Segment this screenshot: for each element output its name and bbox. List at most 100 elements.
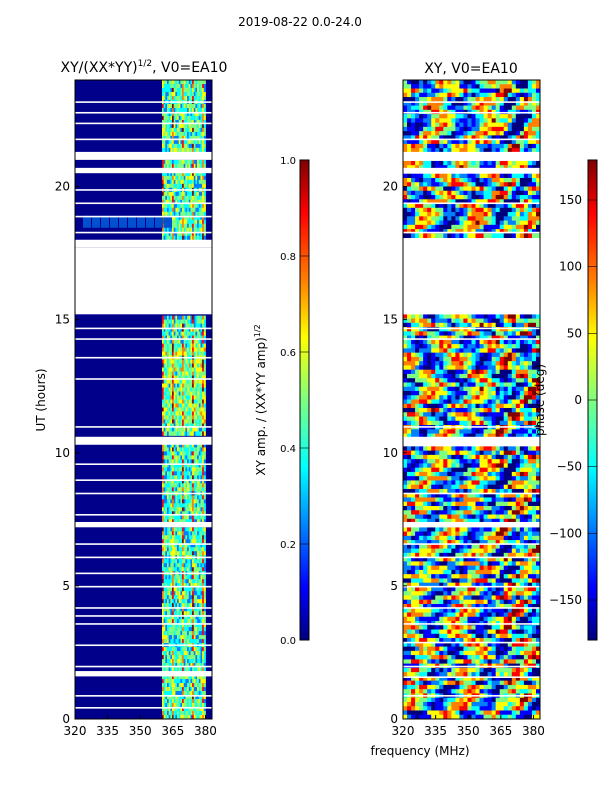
heatmap-cell	[459, 233, 464, 239]
heatmap-cell	[175, 583, 178, 588]
heatmap-cell	[185, 115, 188, 121]
heatmap-cell	[192, 111, 195, 117]
heatmap-cell	[183, 343, 186, 348]
heatmap-cell	[167, 107, 170, 113]
heatmap-cell	[511, 339, 517, 345]
heatmap-cell	[403, 135, 408, 141]
heatmap-cell	[197, 91, 200, 97]
heatmap-cell	[192, 535, 195, 540]
heatmap-cell	[203, 635, 206, 640]
heatmap-cell	[167, 335, 170, 340]
heatmap-cell	[459, 224, 464, 230]
heatmap-cell	[200, 703, 203, 708]
heatmap-cell	[183, 659, 186, 664]
heatmap-cell	[172, 567, 175, 572]
heatmap-cell	[419, 199, 424, 204]
heatmap-cell	[535, 173, 540, 179]
heatmap-cell	[168, 407, 171, 412]
heatmap-cell	[197, 339, 200, 344]
heatmap-cell	[197, 563, 200, 568]
heatmap-cell	[168, 335, 171, 340]
heatmap-cell	[200, 319, 203, 325]
heatmap-cell	[198, 123, 201, 129]
heatmap-cell	[192, 567, 195, 572]
heatmap-cell	[197, 575, 200, 580]
heatmap-cell	[459, 190, 464, 196]
heatmap-cell	[202, 539, 205, 544]
heatmap-cell	[443, 216, 448, 221]
heatmap-cell	[188, 483, 191, 488]
heatmap-cell	[200, 179, 203, 185]
heatmap-cell	[165, 235, 168, 241]
heatmap-cell	[407, 207, 412, 213]
heatmap-cell	[200, 91, 203, 97]
heatmap-cell	[167, 175, 170, 181]
heatmap-cell	[487, 314, 493, 319]
heatmap-cell	[507, 216, 513, 221]
heatmap-cell	[459, 199, 464, 204]
flag-line	[75, 615, 212, 617]
heatmap-cell	[177, 647, 180, 652]
heatmap-cell	[183, 219, 186, 225]
heatmap-cell	[431, 327, 436, 332]
heatmap-cell	[170, 623, 173, 628]
heatmap-cell	[503, 177, 509, 183]
heatmap-cell	[161, 595, 165, 600]
heatmap-cell	[427, 118, 432, 123]
heatmap-cell	[197, 163, 200, 169]
heatmap-cell	[491, 101, 497, 106]
heatmap-cell	[507, 126, 513, 132]
heatmap-cell	[455, 101, 460, 106]
heatmap-cell	[495, 331, 501, 336]
heatmap-cell	[523, 131, 529, 136]
heatmap-cell	[192, 707, 195, 712]
heatmap-cell	[495, 233, 501, 239]
heatmap-cell	[163, 143, 166, 149]
heatmap-cell	[499, 139, 505, 145]
heatmap-cell	[411, 177, 416, 183]
heatmap-cell	[173, 631, 176, 636]
heatmap-cell	[168, 679, 171, 684]
heatmap-cell	[168, 591, 171, 596]
heatmap-cell	[172, 635, 175, 640]
heatmap-cell	[423, 220, 428, 226]
heatmap-cell	[415, 339, 420, 345]
heatmap-cell	[197, 459, 200, 464]
heatmap-cell	[427, 344, 432, 349]
heatmap-cell	[195, 695, 198, 700]
heatmap-cell	[443, 224, 448, 230]
heatmap-cell	[187, 395, 190, 400]
heatmap-cell	[175, 335, 178, 340]
heatmap-cell	[172, 487, 175, 492]
heatmap-cell	[447, 212, 452, 217]
heatmap-cell	[535, 335, 540, 341]
heatmap-cell	[190, 423, 193, 428]
heatmap-cell	[471, 143, 476, 149]
heatmap-cell	[471, 331, 476, 336]
heatmap-cell	[415, 126, 420, 132]
heatmap-cell	[187, 479, 190, 484]
heatmap-cell	[195, 607, 198, 612]
heatmap-cell	[451, 118, 456, 123]
heatmap-cell	[531, 165, 537, 170]
heatmap-cell	[185, 695, 188, 700]
heatmap-cell	[172, 351, 175, 356]
heatmap-cell	[202, 515, 205, 520]
heatmap-cell	[435, 97, 440, 102]
heatmap-cell	[183, 663, 186, 668]
heatmap-cell	[177, 507, 180, 512]
heatmap-cell	[187, 695, 190, 700]
heatmap-cell	[503, 97, 509, 102]
heatmap-cell	[200, 687, 203, 692]
heatmap-cell	[170, 539, 173, 544]
heatmap-cell	[187, 407, 190, 412]
heatmap-cell	[195, 131, 198, 137]
heatmap-cell	[185, 651, 188, 656]
heatmap-cell	[172, 119, 175, 125]
heatmap-cell	[415, 88, 420, 94]
heatmap-cell	[192, 363, 195, 368]
heatmap-cell	[170, 339, 173, 344]
heatmap-cell	[170, 195, 173, 201]
heatmap-cell	[185, 627, 188, 632]
heatmap-cell	[491, 80, 497, 85]
